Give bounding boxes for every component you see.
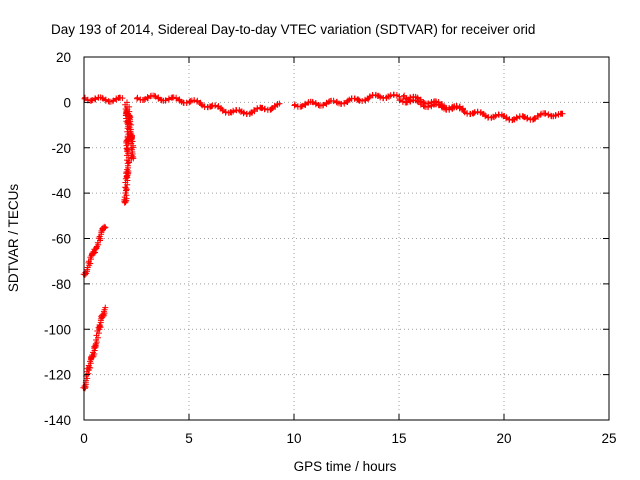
axis-ticks: 0 5 10 15 20 25 20 0 -20 -40 -60 -80 -100 -120 -140: [44, 50, 617, 446]
y-tick-label: -100: [44, 322, 71, 337]
data-segment: [80, 304, 109, 392]
data-segment: [124, 103, 137, 162]
x-tick-label: 25: [601, 431, 616, 446]
x-tick-label: 10: [286, 431, 301, 446]
data-segment: [80, 223, 109, 278]
y-tick-label: -80: [51, 277, 71, 292]
x-tick-label: 15: [391, 431, 406, 446]
y-tick-label: -140: [44, 413, 71, 428]
data-segment: [134, 92, 283, 117]
data-segment: [81, 94, 126, 105]
y-tick-label: -120: [44, 368, 71, 383]
y-tick-label: -20: [51, 141, 71, 156]
x-tick-label: 0: [80, 431, 88, 446]
chart-title: Day 193 of 2014, Sidereal Day-to-day VTE…: [51, 22, 535, 37]
data-segment: [291, 91, 403, 110]
x-tick-label: 5: [185, 431, 193, 446]
y-tick-label: -40: [51, 186, 71, 201]
data-points: [80, 91, 566, 392]
y-axis-label: SDTVAR / TECUs: [6, 184, 21, 293]
x-tick-label: 20: [496, 431, 511, 446]
y-tick-label: -60: [51, 232, 71, 247]
x-axis-label: GPS time / hours: [294, 459, 397, 474]
y-tick-label: 20: [56, 50, 71, 65]
y-tick-label: 0: [63, 95, 71, 110]
data-segment: [400, 92, 466, 112]
